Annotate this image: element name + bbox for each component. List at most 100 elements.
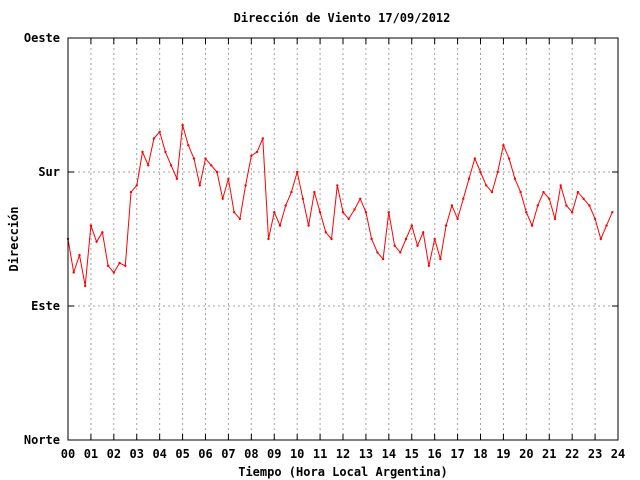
data-point	[227, 177, 230, 180]
data-point	[496, 170, 499, 174]
data-point	[593, 217, 597, 221]
y-tick-label: Oeste	[24, 31, 60, 45]
data-point	[175, 177, 179, 180]
data-point	[582, 197, 585, 200]
data-point	[553, 217, 557, 221]
data-point	[456, 217, 459, 221]
data-point	[571, 211, 574, 214]
data-point	[576, 190, 580, 194]
data-point	[169, 164, 173, 167]
data-point	[387, 211, 390, 214]
data-point	[433, 237, 436, 241]
x-tick-label: 14	[382, 447, 396, 461]
data-point	[232, 211, 236, 214]
data-point	[519, 190, 522, 194]
x-tick-label: 22	[565, 447, 579, 461]
data-point	[410, 224, 413, 227]
y-tick-label: Este	[31, 299, 60, 313]
data-point	[507, 157, 511, 160]
x-tick-label: 01	[84, 447, 98, 461]
data-point	[95, 240, 98, 243]
data-point	[376, 251, 379, 254]
x-tick-label: 10	[290, 447, 304, 461]
data-point	[158, 130, 161, 133]
data-point	[244, 184, 247, 187]
data-point	[301, 197, 305, 200]
x-tick-label: 18	[473, 447, 487, 461]
y-tick-label: Norte	[24, 433, 60, 447]
x-tick-label: 24	[611, 447, 625, 461]
data-point	[129, 190, 133, 194]
data-point	[273, 211, 276, 214]
data-point	[112, 271, 116, 274]
x-tick-label: 15	[405, 447, 419, 461]
data-point	[347, 217, 350, 221]
data-point	[559, 184, 562, 187]
x-tick-label: 06	[198, 447, 212, 461]
data-point	[147, 164, 150, 167]
x-tick-label: 12	[336, 447, 350, 461]
data-point	[462, 197, 465, 200]
data-point	[370, 237, 373, 241]
data-point	[210, 164, 213, 167]
x-tick-label: 20	[519, 447, 533, 461]
data-point	[204, 157, 207, 160]
data-point	[290, 190, 293, 194]
x-tick-label: 17	[450, 447, 464, 461]
data-point	[359, 197, 362, 200]
chart-title: Dirección de Viento 17/09/2012	[234, 11, 451, 25]
data-point	[318, 211, 322, 214]
data-point	[450, 204, 454, 207]
data-point	[215, 170, 219, 174]
data-point	[135, 184, 138, 187]
data-point	[542, 190, 545, 194]
data-point	[106, 264, 110, 267]
x-tick-label: 05	[175, 447, 189, 461]
grid	[68, 38, 618, 440]
data-point	[444, 224, 448, 227]
data-point	[284, 204, 287, 207]
x-tick-label: 11	[313, 447, 327, 461]
data-point	[324, 231, 327, 234]
data-point	[393, 244, 396, 247]
data-point	[84, 284, 87, 288]
data-point	[427, 264, 431, 267]
data-point	[467, 177, 471, 180]
data-point	[588, 204, 591, 207]
data-point	[330, 237, 333, 241]
data-point	[548, 197, 551, 200]
x-tick-label: 09	[267, 447, 281, 461]
data-point	[78, 253, 81, 257]
y-axis-label: Dirección	[7, 206, 21, 271]
data-point	[278, 224, 282, 227]
data-point	[422, 231, 425, 234]
data-point	[341, 211, 345, 214]
x-tick-label: 07	[221, 447, 235, 461]
x-tick-label: 19	[496, 447, 510, 461]
data-point	[221, 197, 224, 200]
data-point	[530, 224, 534, 227]
data-point	[353, 208, 356, 211]
data-point	[336, 184, 339, 187]
data-point	[605, 224, 608, 227]
data-point	[89, 224, 93, 227]
data-point	[164, 150, 167, 154]
data-point	[364, 211, 368, 214]
data-point	[439, 257, 442, 261]
data-point	[525, 211, 528, 214]
data-point	[479, 170, 482, 174]
x-tick-label: 21	[542, 447, 556, 461]
data-point	[124, 264, 127, 267]
x-tick-label: 23	[588, 447, 602, 461]
data-point	[187, 144, 190, 147]
data-point	[565, 204, 568, 207]
x-tick-label: 04	[152, 447, 166, 461]
data-point	[485, 184, 488, 187]
data-point	[416, 244, 419, 247]
x-tick-label: 08	[244, 447, 258, 461]
x-tick-label: 02	[107, 447, 121, 461]
data-point	[152, 137, 156, 140]
data-point	[255, 150, 259, 154]
data-point	[192, 157, 196, 160]
